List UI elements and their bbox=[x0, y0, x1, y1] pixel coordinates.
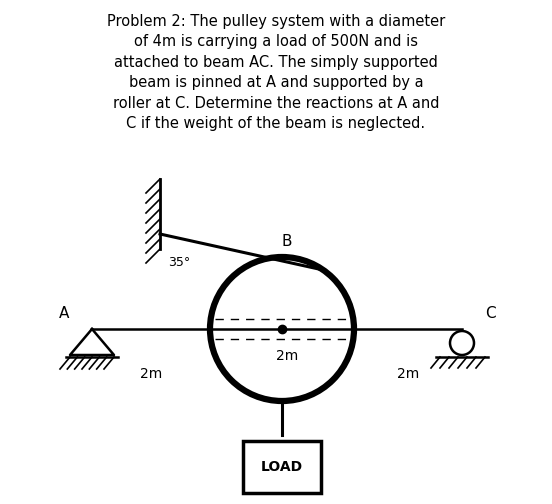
Text: 2m: 2m bbox=[276, 349, 298, 363]
Text: B: B bbox=[282, 234, 292, 249]
Bar bbox=[243, 441, 321, 493]
Text: 35°: 35° bbox=[168, 256, 190, 269]
Text: C: C bbox=[485, 306, 495, 321]
Polygon shape bbox=[70, 329, 114, 355]
Text: 2m: 2m bbox=[140, 367, 162, 381]
Text: 2m: 2m bbox=[397, 367, 419, 381]
Text: A: A bbox=[59, 306, 69, 321]
Text: LOAD: LOAD bbox=[261, 460, 303, 474]
Text: Problem 2: The pulley system with a diameter
of 4m is carrying a load of 500N an: Problem 2: The pulley system with a diam… bbox=[107, 14, 445, 131]
